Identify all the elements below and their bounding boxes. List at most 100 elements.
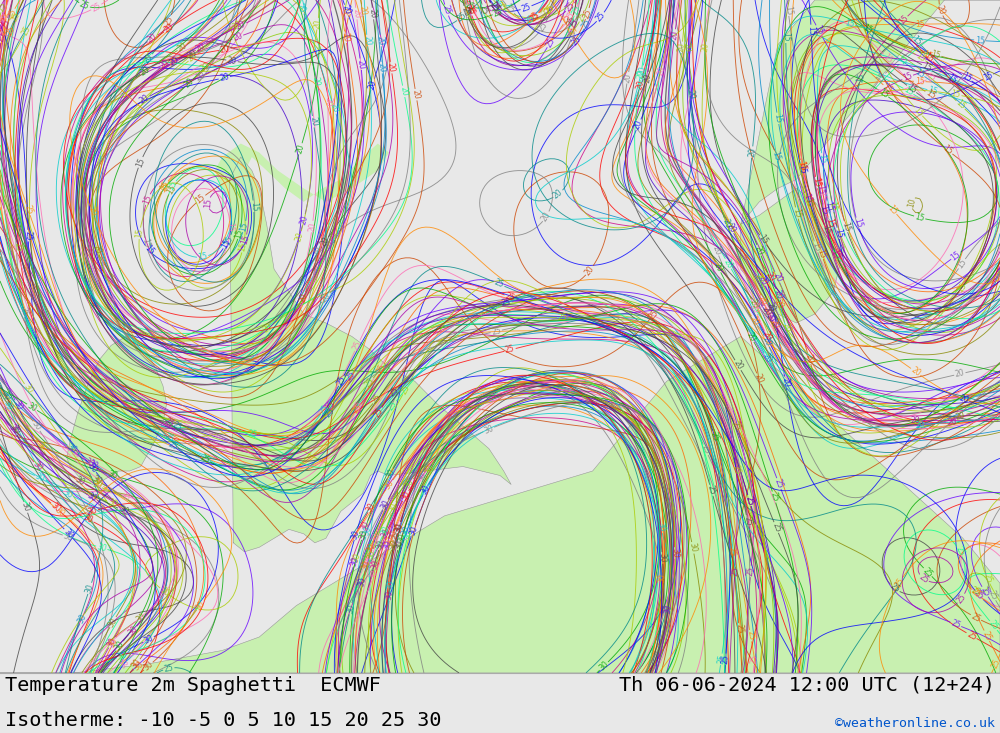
Text: 25: 25 xyxy=(0,11,9,23)
Text: 25: 25 xyxy=(323,406,336,419)
Text: 15: 15 xyxy=(824,218,835,229)
Text: 25: 25 xyxy=(163,663,174,674)
Text: 30: 30 xyxy=(663,603,673,614)
Text: 15: 15 xyxy=(781,32,790,42)
Text: 20: 20 xyxy=(312,245,322,256)
Text: 15: 15 xyxy=(897,14,910,27)
Text: 30: 30 xyxy=(393,522,404,534)
Text: 15: 15 xyxy=(922,49,934,62)
Text: 30: 30 xyxy=(105,636,118,649)
Text: 30: 30 xyxy=(76,613,88,625)
Text: 20: 20 xyxy=(947,418,957,427)
Text: 15: 15 xyxy=(142,243,156,257)
Text: 30: 30 xyxy=(349,555,361,567)
Text: 30: 30 xyxy=(385,535,396,547)
Text: 25: 25 xyxy=(492,7,504,18)
Text: 30: 30 xyxy=(389,529,399,539)
Text: 20: 20 xyxy=(357,5,367,15)
Text: 20: 20 xyxy=(167,54,180,67)
Text: 20: 20 xyxy=(633,119,645,131)
Text: 15: 15 xyxy=(912,105,925,118)
Text: 25: 25 xyxy=(162,416,175,429)
Text: 20: 20 xyxy=(362,35,372,45)
Text: 20: 20 xyxy=(294,231,305,243)
Text: 20: 20 xyxy=(955,410,967,421)
Text: 20: 20 xyxy=(670,29,680,40)
Text: 25: 25 xyxy=(0,32,6,43)
Text: 25: 25 xyxy=(22,204,34,216)
Text: 15: 15 xyxy=(956,281,969,294)
Text: 25: 25 xyxy=(351,339,364,352)
Text: 30: 30 xyxy=(142,660,155,673)
Text: 25: 25 xyxy=(520,2,532,14)
Text: 15: 15 xyxy=(197,252,208,262)
Text: 20: 20 xyxy=(757,295,769,307)
Text: 30: 30 xyxy=(34,440,47,453)
Text: 15: 15 xyxy=(819,204,830,216)
Text: 30: 30 xyxy=(416,471,428,483)
Text: 20: 20 xyxy=(753,244,765,257)
Text: 20: 20 xyxy=(298,214,309,226)
Text: 25: 25 xyxy=(464,4,476,16)
Text: 30: 30 xyxy=(399,490,412,502)
Text: 25: 25 xyxy=(950,619,962,630)
Text: 30: 30 xyxy=(1,399,13,412)
Text: 30: 30 xyxy=(30,419,43,432)
Text: 25: 25 xyxy=(972,589,986,602)
Text: 15: 15 xyxy=(796,161,806,172)
Text: 25: 25 xyxy=(647,308,661,321)
Text: 15: 15 xyxy=(194,192,207,205)
Text: 30: 30 xyxy=(134,611,147,625)
Text: 20: 20 xyxy=(712,261,724,273)
Text: 25: 25 xyxy=(0,25,6,36)
Text: 25: 25 xyxy=(0,15,8,26)
Text: 30: 30 xyxy=(362,525,373,537)
Text: 20: 20 xyxy=(146,32,159,45)
Text: 30: 30 xyxy=(357,576,368,587)
Text: 20: 20 xyxy=(232,32,244,43)
Text: 15: 15 xyxy=(982,70,994,83)
Text: 30: 30 xyxy=(384,467,397,480)
Text: 25: 25 xyxy=(581,18,593,30)
Text: 25: 25 xyxy=(700,443,712,456)
Text: 25: 25 xyxy=(768,491,780,503)
Text: 25: 25 xyxy=(1,18,12,29)
Text: 20: 20 xyxy=(344,7,355,18)
Text: 25: 25 xyxy=(742,515,753,526)
Text: 25: 25 xyxy=(746,567,756,577)
Text: 20: 20 xyxy=(319,235,332,248)
Text: 15: 15 xyxy=(886,203,899,216)
Text: 30: 30 xyxy=(90,474,103,487)
Text: 30: 30 xyxy=(350,528,362,540)
Text: 25: 25 xyxy=(954,545,966,558)
Text: 15: 15 xyxy=(757,234,770,246)
Text: 30: 30 xyxy=(130,658,143,671)
Text: 20: 20 xyxy=(219,73,230,84)
Text: 15: 15 xyxy=(816,248,827,259)
Text: 30: 30 xyxy=(662,498,673,510)
Text: 25: 25 xyxy=(504,345,516,356)
Text: 25: 25 xyxy=(20,24,33,37)
Text: 20: 20 xyxy=(219,44,230,54)
Text: 30: 30 xyxy=(107,636,120,649)
Text: 25: 25 xyxy=(353,399,365,412)
Text: 30: 30 xyxy=(194,599,207,612)
Text: 20: 20 xyxy=(753,271,765,284)
Text: 25: 25 xyxy=(370,392,383,405)
Text: 25: 25 xyxy=(523,14,537,27)
Text: 30: 30 xyxy=(106,470,118,481)
Text: 25: 25 xyxy=(540,4,552,16)
Text: 30: 30 xyxy=(385,590,394,600)
Text: 15: 15 xyxy=(902,85,915,97)
Text: 15: 15 xyxy=(225,221,234,232)
Text: 20: 20 xyxy=(764,270,777,284)
Text: 20: 20 xyxy=(295,2,307,15)
Text: 20: 20 xyxy=(235,19,247,32)
Text: 20: 20 xyxy=(753,372,765,385)
Text: 20: 20 xyxy=(319,291,333,304)
Text: 25: 25 xyxy=(373,406,385,419)
Text: 20: 20 xyxy=(552,188,565,201)
Text: 25: 25 xyxy=(455,11,468,23)
Text: 15: 15 xyxy=(815,184,826,195)
Text: 20: 20 xyxy=(158,58,171,71)
